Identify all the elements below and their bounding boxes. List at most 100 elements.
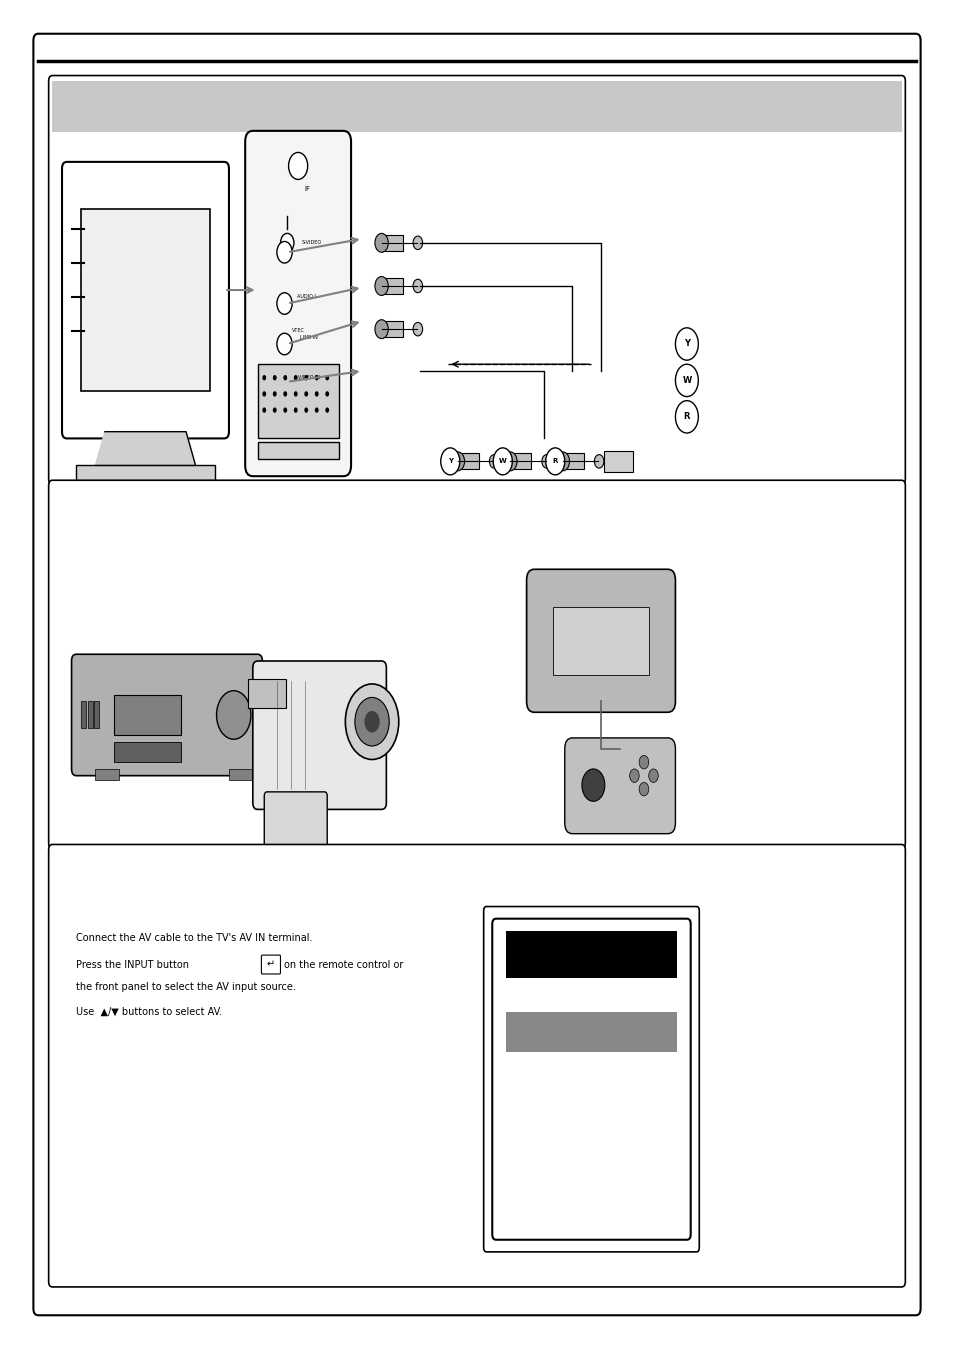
Text: Connect the AV cable to the TV's AV IN terminal.: Connect the AV cable to the TV's AV IN t…	[76, 932, 313, 943]
Circle shape	[273, 375, 276, 380]
Circle shape	[639, 755, 648, 769]
Text: IF: IF	[304, 186, 310, 192]
Circle shape	[273, 407, 276, 413]
Circle shape	[545, 448, 564, 475]
Text: Press the INPUT button: Press the INPUT button	[76, 959, 189, 970]
Circle shape	[503, 452, 517, 471]
Circle shape	[288, 152, 307, 179]
Circle shape	[413, 322, 422, 336]
FancyBboxPatch shape	[483, 907, 699, 1252]
Text: VIDEO IN: VIDEO IN	[297, 375, 320, 380]
Circle shape	[262, 375, 266, 380]
Circle shape	[440, 448, 459, 475]
Bar	[562, 453, 583, 469]
Circle shape	[273, 391, 276, 397]
Circle shape	[675, 364, 698, 397]
Circle shape	[262, 391, 266, 397]
Bar	[88, 701, 92, 728]
Circle shape	[325, 391, 329, 397]
Bar	[381, 235, 402, 251]
Circle shape	[375, 320, 388, 339]
Circle shape	[675, 328, 698, 360]
FancyBboxPatch shape	[564, 738, 675, 834]
FancyBboxPatch shape	[71, 654, 262, 776]
Bar	[257, 364, 338, 438]
Circle shape	[345, 684, 398, 759]
Circle shape	[216, 691, 251, 739]
Bar	[81, 209, 210, 391]
Text: Use  ▲/▼ buttons to select AV.: Use ▲/▼ buttons to select AV.	[76, 1006, 222, 1017]
Bar	[553, 607, 648, 674]
Circle shape	[283, 375, 287, 380]
Bar	[257, 442, 338, 459]
Bar	[95, 769, 119, 780]
Text: ↵: ↵	[267, 959, 274, 970]
Bar	[505, 1012, 677, 1052]
Bar	[229, 769, 253, 780]
Circle shape	[355, 697, 389, 746]
Circle shape	[541, 455, 551, 468]
Bar	[81, 701, 86, 728]
Text: on the remote control or: on the remote control or	[284, 959, 403, 970]
Bar	[248, 679, 286, 708]
FancyBboxPatch shape	[49, 844, 904, 1287]
Text: VTEC: VTEC	[292, 328, 304, 333]
Circle shape	[325, 375, 329, 380]
FancyBboxPatch shape	[62, 162, 229, 438]
Bar	[52, 81, 901, 132]
FancyBboxPatch shape	[492, 919, 690, 1240]
Circle shape	[413, 236, 422, 250]
Bar	[76, 465, 214, 483]
Circle shape	[594, 455, 603, 468]
Circle shape	[276, 333, 292, 355]
Circle shape	[556, 452, 569, 471]
Text: R: R	[552, 459, 558, 464]
FancyBboxPatch shape	[264, 792, 327, 867]
Bar	[603, 451, 632, 472]
FancyBboxPatch shape	[526, 569, 675, 712]
Circle shape	[451, 452, 464, 471]
Circle shape	[262, 407, 266, 413]
Circle shape	[276, 241, 292, 263]
Polygon shape	[95, 432, 195, 465]
FancyBboxPatch shape	[245, 131, 351, 476]
Circle shape	[325, 407, 329, 413]
Circle shape	[364, 711, 379, 733]
Circle shape	[375, 277, 388, 295]
Circle shape	[675, 401, 698, 433]
Circle shape	[629, 769, 639, 782]
Bar	[381, 278, 402, 294]
Text: W: W	[681, 376, 691, 384]
Circle shape	[489, 455, 498, 468]
Circle shape	[314, 375, 318, 380]
Circle shape	[581, 769, 604, 801]
Bar	[457, 453, 478, 469]
Text: AUDIO L: AUDIO L	[296, 294, 317, 299]
Bar	[510, 453, 531, 469]
Circle shape	[280, 233, 294, 252]
Circle shape	[304, 375, 308, 380]
Circle shape	[294, 391, 297, 397]
Circle shape	[304, 407, 308, 413]
Circle shape	[648, 769, 658, 782]
Circle shape	[283, 391, 287, 397]
Circle shape	[639, 782, 648, 796]
Text: Y: Y	[447, 459, 453, 464]
Bar	[52, 486, 901, 530]
FancyBboxPatch shape	[261, 955, 280, 974]
Circle shape	[375, 233, 388, 252]
Text: S-VIDEO: S-VIDEO	[301, 240, 321, 246]
Bar	[114, 695, 181, 735]
Circle shape	[493, 448, 512, 475]
Circle shape	[283, 407, 287, 413]
FancyBboxPatch shape	[33, 34, 920, 1315]
Circle shape	[276, 293, 292, 314]
Circle shape	[304, 391, 308, 397]
Text: LINE IN: LINE IN	[300, 335, 317, 340]
Bar	[114, 742, 181, 762]
Bar	[94, 701, 99, 728]
Bar	[505, 931, 677, 978]
Text: the front panel to select the AV input source.: the front panel to select the AV input s…	[76, 982, 295, 993]
Bar	[381, 321, 402, 337]
Circle shape	[276, 371, 292, 393]
